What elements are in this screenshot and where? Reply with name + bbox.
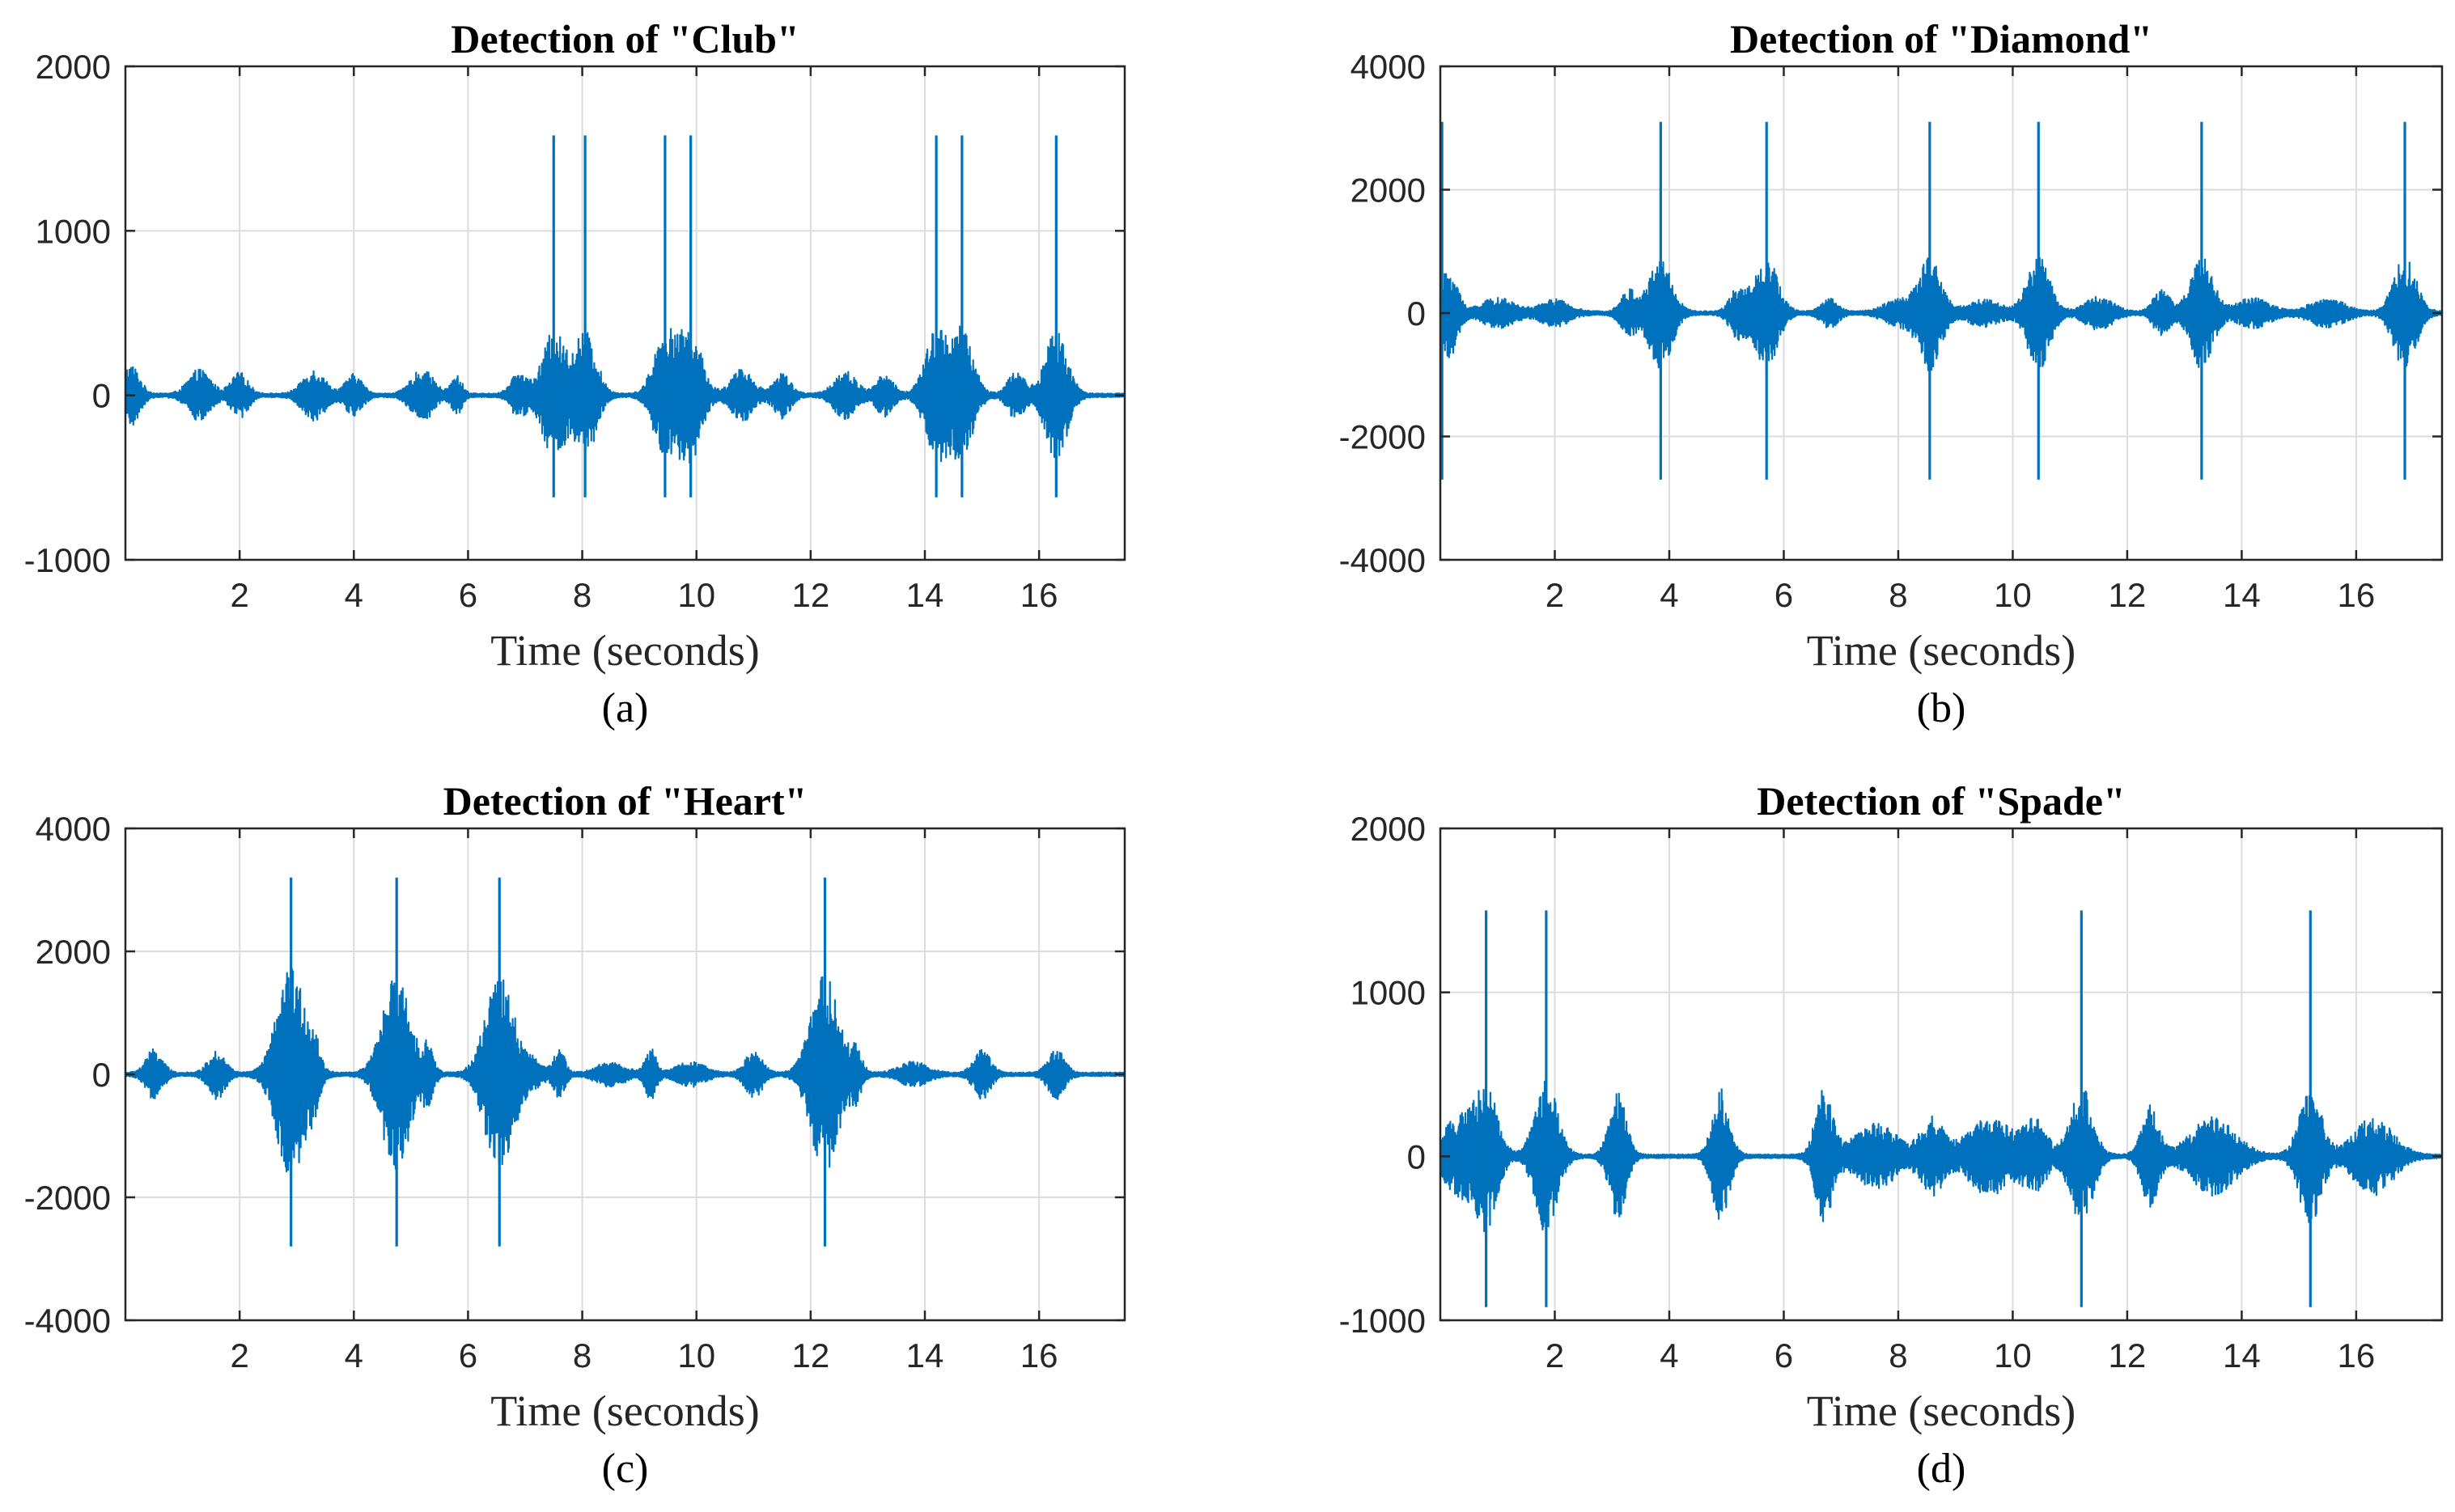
chart-a-xtick-label-10: 10 (677, 576, 715, 614)
chart-d-signal-line (1439, 1080, 2444, 1233)
chart-c-ytick-label-3: 2000 (36, 933, 111, 971)
chart-a-ytick-label-0: -1000 (24, 541, 111, 579)
chart-a-axes-frame (124, 65, 1126, 561)
chart-d-ytick-label-0: -1000 (1339, 1302, 1426, 1340)
chart-b-xtick-label-6: 6 (1774, 576, 1793, 614)
chart-c-xtick-label-14: 14 (906, 1336, 944, 1374)
chart-a-xtick-label-16: 16 (1020, 576, 1058, 614)
chart-d-title: Detection of "Spade" (1757, 778, 2125, 824)
chart-a-xlabel: Time (seconds) (490, 626, 760, 675)
chart-b-ytick-label-2: 0 (1407, 294, 1426, 332)
chart-b-xtick-label-12: 12 (2109, 576, 2147, 614)
chart-d-ytick-label-3: 2000 (1350, 810, 1426, 848)
chart-c-ytick-label-0: -4000 (24, 1302, 111, 1340)
chart-d-xtick-label-2: 2 (1546, 1336, 1564, 1374)
chart-c-ytick-label-1: -2000 (24, 1179, 111, 1217)
chart-a-ytick-label-1: 0 (92, 377, 111, 415)
chart-c-ytick-label-2: 0 (92, 1056, 111, 1094)
chart-c-xtick-label-8: 8 (573, 1336, 591, 1374)
chart-a-title: Detection of "Club" (451, 16, 799, 61)
chart-d-xtick-label-8: 8 (1889, 1336, 1907, 1374)
chart-a-xtick-label-4: 4 (345, 576, 363, 614)
chart-d-xtick-label-4: 4 (1660, 1336, 1678, 1374)
chart-c-xtick-label-6: 6 (459, 1336, 477, 1374)
chart-a-xtick-label-14: 14 (906, 576, 944, 614)
chart-a-xtick-label-6: 6 (459, 576, 477, 614)
chart-b-title: Detection of "Diamond" (1730, 16, 2152, 61)
chart-d-xtick-label-14: 14 (2223, 1336, 2261, 1374)
chart-a-ytick-label-2: 1000 (36, 212, 111, 250)
chart-c-xtick-label-16: 16 (1020, 1336, 1058, 1374)
chart-b-xtick-label-14: 14 (2223, 576, 2261, 614)
chart-b-signal-line (1439, 256, 2444, 371)
chart-d-xtick-label-12: 12 (2109, 1336, 2147, 1374)
chart-c-xtick-label-10: 10 (677, 1336, 715, 1374)
chart-c: 2 4 6 8 10 12 14 16 -4000 -2000 0 2000 4000 Detection… (24, 778, 1126, 1492)
chart-a-xtick-label-12: 12 (791, 576, 829, 614)
chart-b-xtick-label-2: 2 (1546, 576, 1564, 614)
chart-b-xtick-label-8: 8 (1889, 576, 1907, 614)
chart-c-ytick-label-4: 4000 (36, 810, 111, 848)
chart-d-ytick-label-1: 0 (1407, 1137, 1426, 1175)
chart-a-xtick-label-2: 2 (230, 576, 248, 614)
chart-d-xtick-label-16: 16 (2338, 1336, 2376, 1374)
chart-a-xtick-label-8: 8 (573, 576, 591, 614)
chart-d-xlabel: Time (seconds) (1807, 1387, 2076, 1435)
chart-b-ytick-label-4: 4000 (1350, 48, 1426, 86)
chart-d-xtick-label-6: 6 (1774, 1336, 1793, 1374)
chart-c-xtick-label-4: 4 (345, 1336, 363, 1374)
chart-d-xtick-label-10: 10 (1994, 1336, 2032, 1374)
chart-b: 2 4 6 8 10 12 14 16 -4000 -2000 0 2000 4000 Detection… (1339, 16, 2444, 731)
chart-a-ytick-label-3: 2000 (36, 48, 111, 86)
chart-c-xlabel: Time (seconds) (490, 1387, 760, 1435)
chart-b-xlabel: Time (seconds) (1807, 626, 2076, 675)
chart-d: 2 4 6 8 10 12 14 16 -1000 0 1000 2000 Detection of "… (1339, 778, 2444, 1492)
chart-b-xtick-label-4: 4 (1660, 576, 1678, 614)
chart-d-caption: (d) (1917, 1446, 1966, 1492)
chart-c-xtick-label-2: 2 (230, 1336, 248, 1374)
chart-d-ytick-label-2: 1000 (1350, 974, 1426, 1012)
chart-c-caption: (c) (602, 1446, 649, 1492)
chart-b-ytick-label-0: -4000 (1339, 541, 1426, 579)
chart-b-ytick-label-1: -2000 (1339, 418, 1426, 456)
chart-b-xtick-label-16: 16 (2338, 576, 2376, 614)
chart-a-caption: (a) (602, 685, 649, 731)
chart-a: 2 4 6 8 10 12 14 16 -1000 0 1000 2000 Detection of "… (24, 16, 1126, 731)
chart-d-axes-frame (1439, 827, 2444, 1322)
chart-b-xtick-label-10: 10 (1994, 576, 2032, 614)
chart-c-title: Detection of "Heart" (443, 778, 808, 824)
chart-c-xtick-label-12: 12 (791, 1336, 829, 1374)
chart-b-ytick-label-3: 2000 (1350, 172, 1426, 210)
chart-b-caption: (b) (1917, 685, 1966, 731)
chart-c-signal-line (124, 968, 1126, 1175)
chart-a-signal-line (124, 325, 1126, 464)
